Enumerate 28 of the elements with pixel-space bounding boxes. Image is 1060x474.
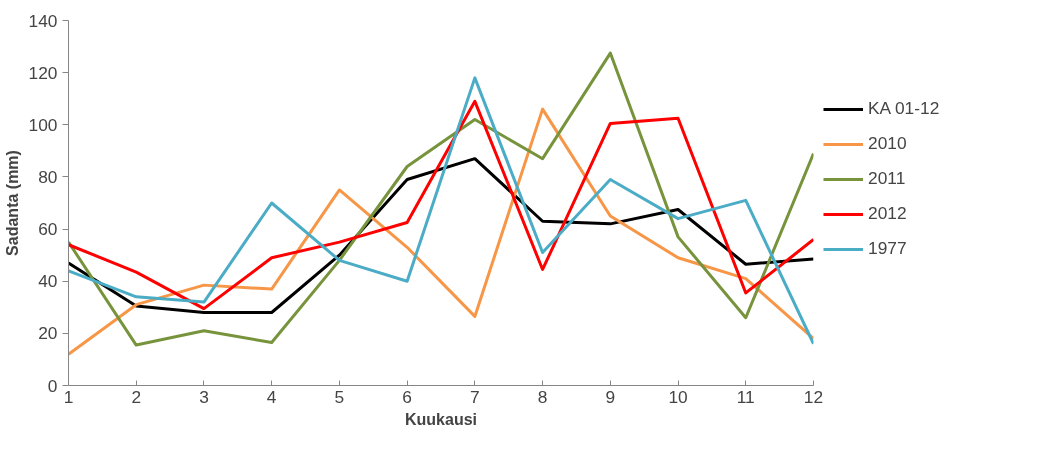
line-series: [68, 99, 814, 311]
x-tick-label: 4: [266, 386, 277, 407]
x-tick-label: 5: [334, 386, 345, 407]
x-tick-label: 6: [402, 386, 412, 407]
legend-label: 2010: [868, 133, 907, 154]
legend-label: 1977: [868, 238, 907, 259]
y-tick-label: 0: [47, 375, 58, 396]
y-axis-title: Sadanta (mm): [3, 150, 21, 256]
y-tick-label: 140: [28, 10, 58, 31]
x-tick-label: 12: [803, 386, 824, 407]
y-tick-label: 40: [38, 271, 58, 292]
y-tick-label: 60: [38, 219, 58, 240]
x-tick-label: 8: [537, 386, 548, 407]
x-tick-label: 9: [605, 386, 616, 407]
y-tick-label: 100: [28, 114, 58, 135]
x-tick-label: 3: [199, 386, 209, 407]
y-tick-label: 80: [38, 166, 58, 187]
y-tick-label: 20: [38, 323, 58, 344]
x-tick-label: 10: [668, 386, 688, 407]
x-tick-label: 1: [63, 386, 74, 407]
x-tick-label: 7: [470, 386, 480, 407]
legend-label: 2012: [868, 203, 907, 224]
x-tick-label: 2: [131, 386, 142, 407]
x-tick-label: 11: [736, 386, 755, 407]
legend-label: KA 01-12: [868, 98, 940, 119]
x-axis-title: Kuukausi: [404, 410, 478, 428]
legend-label: 2011: [868, 168, 906, 189]
y-tick-label: 120: [28, 62, 58, 83]
